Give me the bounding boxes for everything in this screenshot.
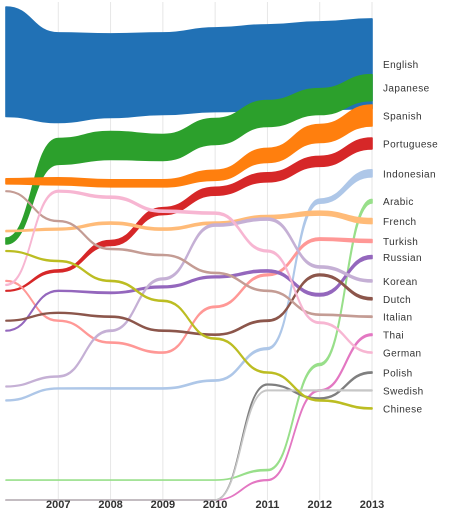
series-ribbon-swedish (5, 389, 373, 501)
series-ribbon-french (5, 210, 373, 233)
series-label-turkish: Turkish (383, 237, 418, 248)
series-label-spanish: Spanish (383, 112, 422, 123)
x-tick-label-2008: 2008 (98, 499, 122, 511)
x-tick-label-2012: 2012 (307, 499, 331, 511)
series-ribbon-arabic (5, 198, 373, 481)
series-ribbon-german (5, 189, 373, 354)
series-ribbon-korean (5, 217, 373, 388)
series-label-german: German (383, 349, 422, 360)
x-tick-label-2011: 2011 (255, 499, 279, 511)
x-tick-label-2007: 2007 (46, 499, 70, 511)
series-label-arabic: Arabic (383, 197, 414, 208)
series-ribbon-russian (5, 254, 373, 332)
series-label-indonesian: Indonesian (383, 169, 436, 180)
x-axis-ticks: 2007 2008 2009 2010 2011 2012 2013 (46, 499, 384, 511)
series-ribbon-spanish (5, 104, 373, 188)
series-ribbon-italian (5, 190, 373, 319)
series-ribbon-chinese (5, 249, 373, 410)
series-label-japanese: Japanese (383, 84, 430, 95)
series-label-chinese: Chinese (383, 404, 423, 415)
series-label-italian: Italian (383, 313, 413, 324)
series-ribbon-turkish (5, 237, 373, 354)
x-tick-label-2013: 2013 (360, 499, 384, 511)
series-label-russian: Russian (383, 253, 422, 264)
x-tick-label-2010: 2010 (203, 499, 227, 511)
series-layer (5, 6, 373, 501)
series-label-portuguese: Portuguese (383, 139, 438, 150)
series-ribbon-thai (5, 333, 373, 501)
x-tick-label-2009: 2009 (151, 499, 175, 511)
series-label-korean: Korean (383, 277, 418, 288)
series-label-thai: Thai (383, 331, 404, 342)
label-layer: English Japanese Spanish Portuguese Indonesi… (383, 60, 438, 416)
series-label-french: French (383, 217, 417, 228)
series-ribbon-portuguese (5, 137, 373, 292)
series-ribbon-japanese (5, 73, 373, 245)
series-label-polish: Polish (383, 369, 413, 380)
series-ribbon-english (5, 6, 373, 124)
series-label-dutch: Dutch (383, 295, 411, 306)
series-label-swedish: Swedish (383, 386, 424, 397)
series-ribbon-dutch (5, 273, 373, 336)
series-ribbon-indonesian (5, 169, 373, 402)
series-label-english: English (383, 60, 419, 71)
